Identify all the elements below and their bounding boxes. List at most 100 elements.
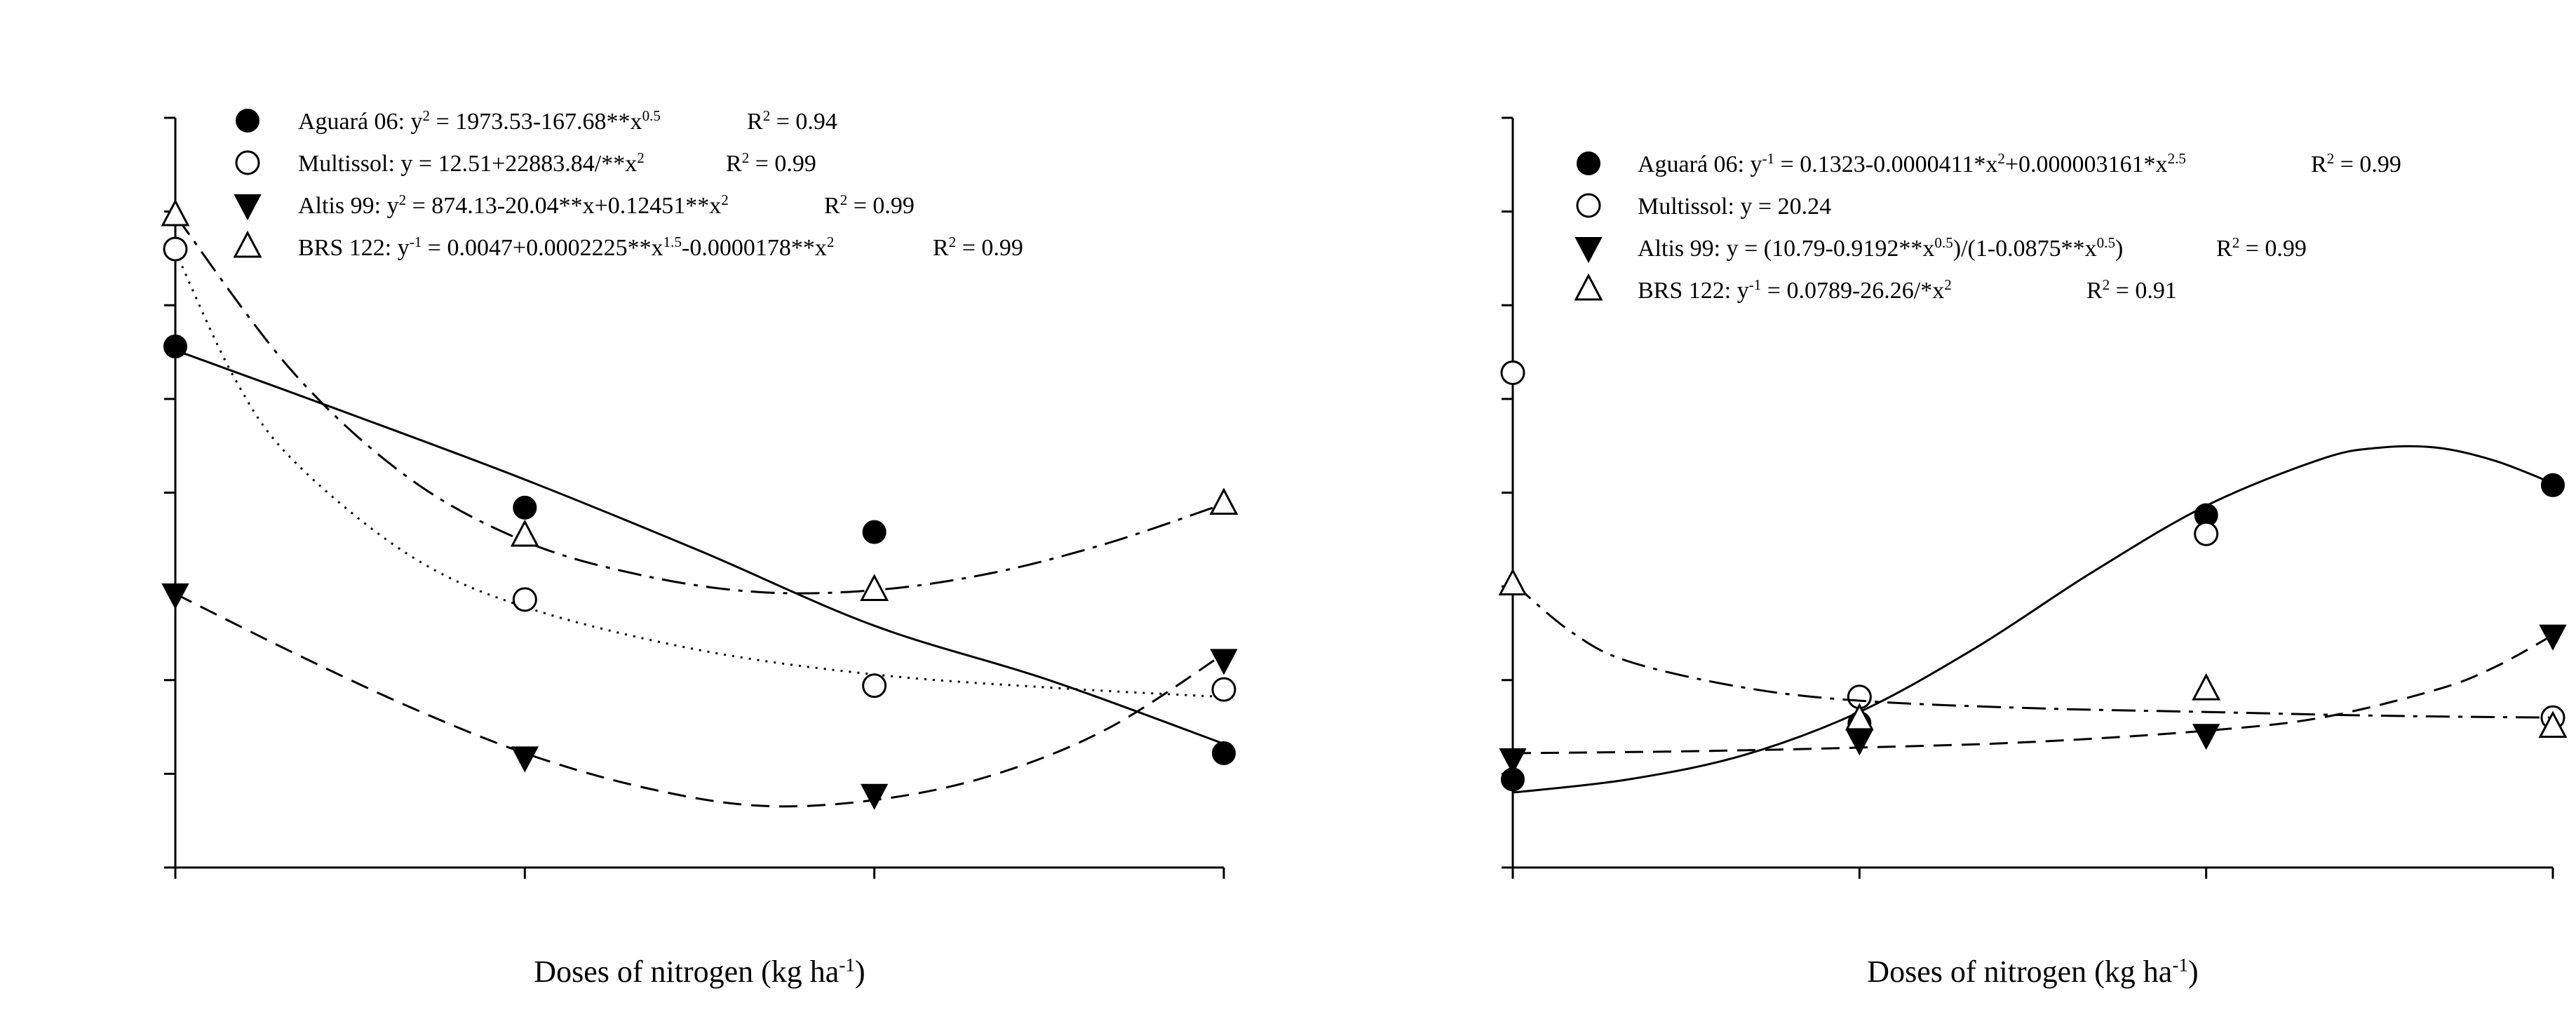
legend-equation-part: 0.5 xyxy=(2097,234,2115,251)
legend-equation-part: -1 xyxy=(410,234,422,250)
data-point xyxy=(1209,487,1239,515)
x-axis-title-end: ) xyxy=(2188,954,2199,989)
legend-series-name: Multissol xyxy=(298,151,388,177)
legend-series-name: BRS 122 xyxy=(298,235,385,261)
x-axis-title-superscript: -1 xyxy=(839,954,855,976)
legend-series-name: Multissol xyxy=(1638,194,1727,220)
series-brs-122 xyxy=(1498,568,2568,738)
data-point xyxy=(862,673,887,699)
legend-equation-part: : y = 20.24 xyxy=(1727,194,1831,220)
legend-equation-part: = 1973.53-167.68**x xyxy=(430,109,642,135)
data-point xyxy=(862,520,886,544)
data-point xyxy=(861,783,889,810)
series-brs-122 xyxy=(161,198,1239,601)
legend-equation-part: : y xyxy=(398,109,423,135)
legend-series-name: Aguará 06 xyxy=(298,109,398,135)
data-point xyxy=(1210,649,1238,675)
r2-superscript: 2 xyxy=(949,234,957,250)
legend-equation-part: -1 xyxy=(1762,150,1775,167)
data-point xyxy=(2541,473,2565,497)
legend-marker xyxy=(1577,151,1600,175)
data-point xyxy=(163,335,187,359)
legend-entry: BRS 122: y-1 = 0.0047+0.0002225**x1.5-0.… xyxy=(298,234,834,261)
legend-series-name: Altis 99 xyxy=(298,193,375,219)
r2-symbol: R xyxy=(2216,236,2232,262)
r2-superscript: 2 xyxy=(2103,276,2110,293)
legend-marker xyxy=(1574,237,1603,264)
data-point xyxy=(2539,624,2567,651)
legend-equation-part: )/(1-0.0875**x xyxy=(1953,236,2097,262)
legend-equation-part: : y xyxy=(375,193,399,219)
x-axis-title-main: Doses of nitrogen (kg ha xyxy=(534,954,839,989)
series-altis-99 xyxy=(161,583,1238,810)
series-aguar-06 xyxy=(163,335,1236,765)
chart-panel-a: Doses of nitrogen (kg ha-1)Aguará 06: y2… xyxy=(161,107,1239,989)
legend-entry: Aguará 06: y-1 = 0.1323-0.0000411*x2+0.0… xyxy=(1638,150,2186,177)
legend-equation-part: 2 xyxy=(423,107,431,124)
legend-equation-part: 2 xyxy=(399,191,407,208)
r2-superscript: 2 xyxy=(763,107,771,124)
series-multissol xyxy=(1500,360,2565,730)
legend-equation-part: 2 xyxy=(1944,276,1952,293)
legend-equation-part: = 0.0789-26.26/*x xyxy=(1761,278,1944,304)
data-point xyxy=(1845,703,1874,731)
fit-curve xyxy=(1512,634,2554,755)
legend-entry: Aguará 06: y2 = 1973.53-167.68**x0.5 xyxy=(298,107,661,135)
x-axis-title-superscript: -1 xyxy=(2172,954,2188,976)
legend-equation-part: = 0.1323-0.0000411*x xyxy=(1774,151,1997,177)
fit-curve xyxy=(175,593,1225,808)
data-point xyxy=(2194,521,2219,546)
x-axis-title: Doses of nitrogen (kg ha-1) xyxy=(1867,954,2198,989)
fit-curve xyxy=(1512,581,2554,719)
r2-symbol: R xyxy=(726,151,742,177)
legend-equation-part: : y xyxy=(385,235,410,261)
legend-r2: R2 = 0.99 xyxy=(933,234,1023,261)
r2-value: = 0.99 xyxy=(847,193,915,219)
x-axis-title-end: ) xyxy=(855,954,865,989)
data-point xyxy=(2192,673,2221,701)
fit-curve xyxy=(174,250,1225,699)
r2-superscript: 2 xyxy=(2327,150,2335,167)
legend-entry: Altis 99: y2 = 874.13-20.04**x+0.12451**… xyxy=(298,191,729,219)
legend-r2: R2 = 0.99 xyxy=(824,191,915,219)
data-point xyxy=(161,198,190,227)
legend-equation-part: = 0.0047+0.0002225**x xyxy=(422,235,663,261)
r2-value: = 0.94 xyxy=(770,109,837,135)
legend-equation-part: 2 xyxy=(827,234,835,250)
data-point xyxy=(161,583,189,609)
chart-panel-b: Doses of nitrogen (kg ha-1)Aguará 06: y-… xyxy=(1498,116,2568,989)
r2-superscript: 2 xyxy=(2232,234,2240,251)
legend-equation-part: : y xyxy=(1738,151,1762,177)
data-point xyxy=(860,574,889,601)
fit-curve xyxy=(174,215,1225,595)
x-axis-title-main: Doses of nitrogen (kg ha xyxy=(1867,954,2172,989)
data-point xyxy=(511,746,539,773)
legend-marker xyxy=(1574,273,1603,301)
r2-symbol: R xyxy=(933,235,949,261)
legend-marker xyxy=(233,230,262,258)
legend-entry: Altis 99: y = (10.79-0.9192**x0.5)/(1-0.… xyxy=(1638,234,2123,262)
data-point xyxy=(1499,748,1527,775)
r2-value: = 0.99 xyxy=(956,235,1023,261)
legend-r2: R2 = 0.99 xyxy=(2216,234,2307,262)
r2-symbol: R xyxy=(2311,151,2327,177)
r2-symbol: R xyxy=(747,109,763,135)
data-point xyxy=(1211,677,1236,702)
r2-symbol: R xyxy=(824,193,840,219)
r2-value: = 0.99 xyxy=(749,151,816,177)
data-point xyxy=(513,495,537,520)
r2-superscript: 2 xyxy=(840,191,848,208)
legend-equation-part: -1 xyxy=(1749,276,1762,293)
legend-equation-part: -0.0000178**x xyxy=(682,235,827,261)
legend-r2: R2 = 0.94 xyxy=(747,107,837,135)
r2-value: = 0.99 xyxy=(2334,151,2401,177)
legend-equation-part: = 874.13-20.04**x+0.12451**x xyxy=(406,193,721,219)
legend-entry: BRS 122: y-1 = 0.0789-26.26/*x2 xyxy=(1638,276,1952,304)
legend-equation-part: 0.5 xyxy=(1934,234,1953,251)
legend-series-name: Aguará 06 xyxy=(1638,151,1738,177)
legend-r2: R2 = 0.91 xyxy=(2086,276,2177,304)
legend-equation-part: ) xyxy=(2115,236,2123,262)
legend-series-name: BRS 122 xyxy=(1638,278,1725,304)
legend-marker xyxy=(1576,193,1601,218)
